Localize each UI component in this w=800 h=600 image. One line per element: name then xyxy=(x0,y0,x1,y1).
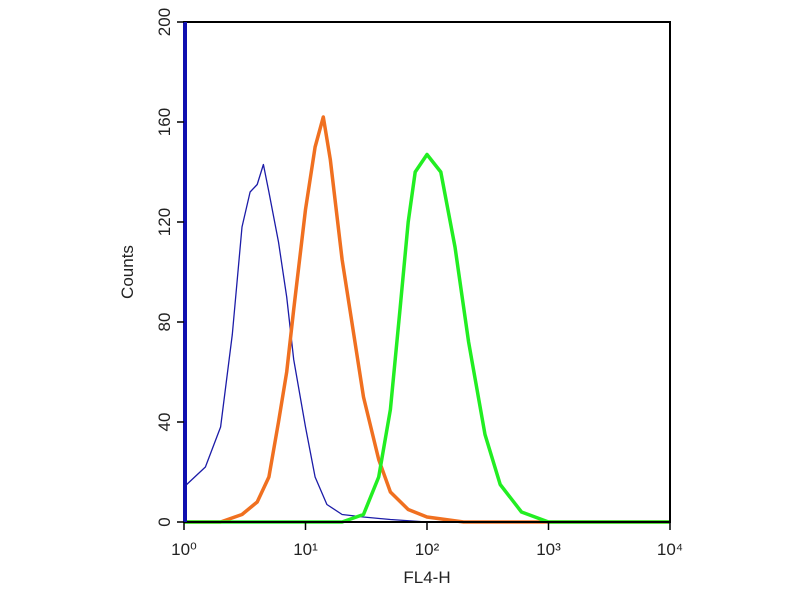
histogram-line xyxy=(183,163,670,523)
x-tick-label: 10² xyxy=(415,540,440,559)
histogram-line xyxy=(184,115,670,524)
x-tick-label: 10¹ xyxy=(293,540,318,559)
y-tick-label: 0 xyxy=(155,517,174,526)
x-tick-label: 10⁰ xyxy=(171,540,197,559)
plot-frame xyxy=(183,21,671,523)
y-tick-label: 120 xyxy=(155,208,174,236)
y-tick-label: 160 xyxy=(155,108,174,136)
x-axis-label: FL4-H xyxy=(403,568,450,587)
y-tick-label: 200 xyxy=(155,8,174,36)
histogram-line xyxy=(184,152,670,524)
y-axis-label: Counts xyxy=(118,245,137,299)
x-tick-label: 10⁴ xyxy=(657,540,683,559)
y-tick-label: 80 xyxy=(155,313,174,332)
x-tick-label: 10³ xyxy=(536,540,561,559)
y-tick-label: 40 xyxy=(155,413,174,432)
